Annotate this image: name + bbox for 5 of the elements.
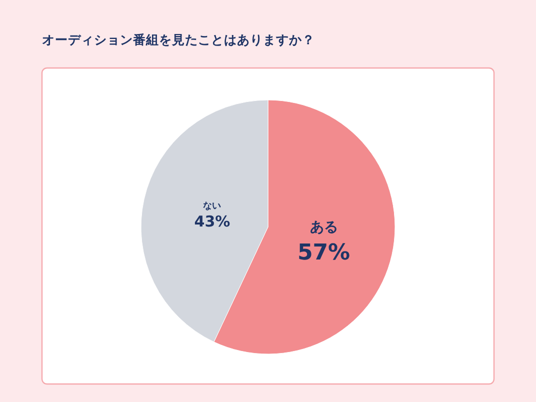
data-label: 57% [297,240,350,266]
chart-title: オーディション番組を見たことはありますか？ [42,32,315,47]
data-label: 43% [194,212,230,231]
slice-label: ある [310,219,338,236]
slice-label: ない [203,202,222,212]
